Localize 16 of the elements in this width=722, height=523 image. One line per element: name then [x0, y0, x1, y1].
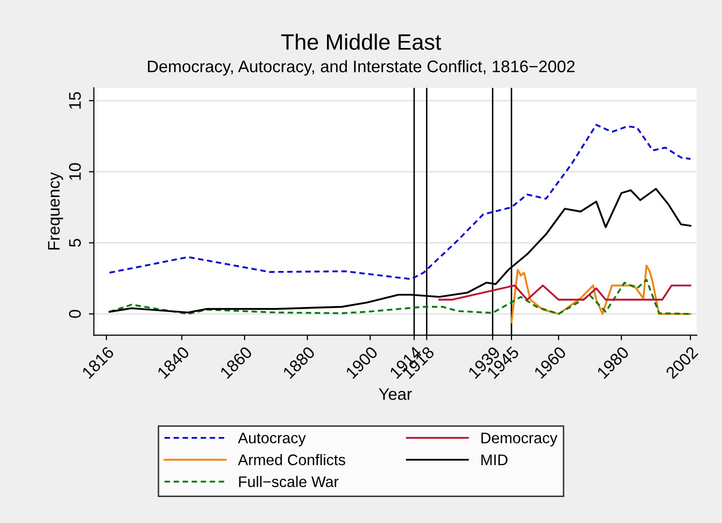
line-series — [510, 264, 692, 324]
y-tick-label: 15 — [69, 92, 81, 109]
y-tick-label: 5 — [69, 238, 81, 247]
legend-label: Armed Conflicts — [238, 454, 346, 466]
line-series — [108, 124, 692, 280]
legend-label: Autocracy — [238, 432, 306, 446]
line-series — [108, 278, 692, 315]
x-axis-title: Year — [378, 388, 412, 400]
chart-title: The Middle East — [281, 34, 442, 50]
y-axis-title: Frequency — [48, 172, 64, 250]
legend-label: Full−scale War — [239, 476, 339, 488]
y-tick-label: 10 — [69, 163, 81, 180]
legend-label: Democracy — [481, 432, 558, 446]
chart-subtitle: Democracy, Autocracy, and Interstate Conflict, 1816−2002 — [148, 60, 575, 76]
y-tick-label: 0 — [69, 310, 81, 318]
legend-label: MID — [481, 454, 508, 466]
